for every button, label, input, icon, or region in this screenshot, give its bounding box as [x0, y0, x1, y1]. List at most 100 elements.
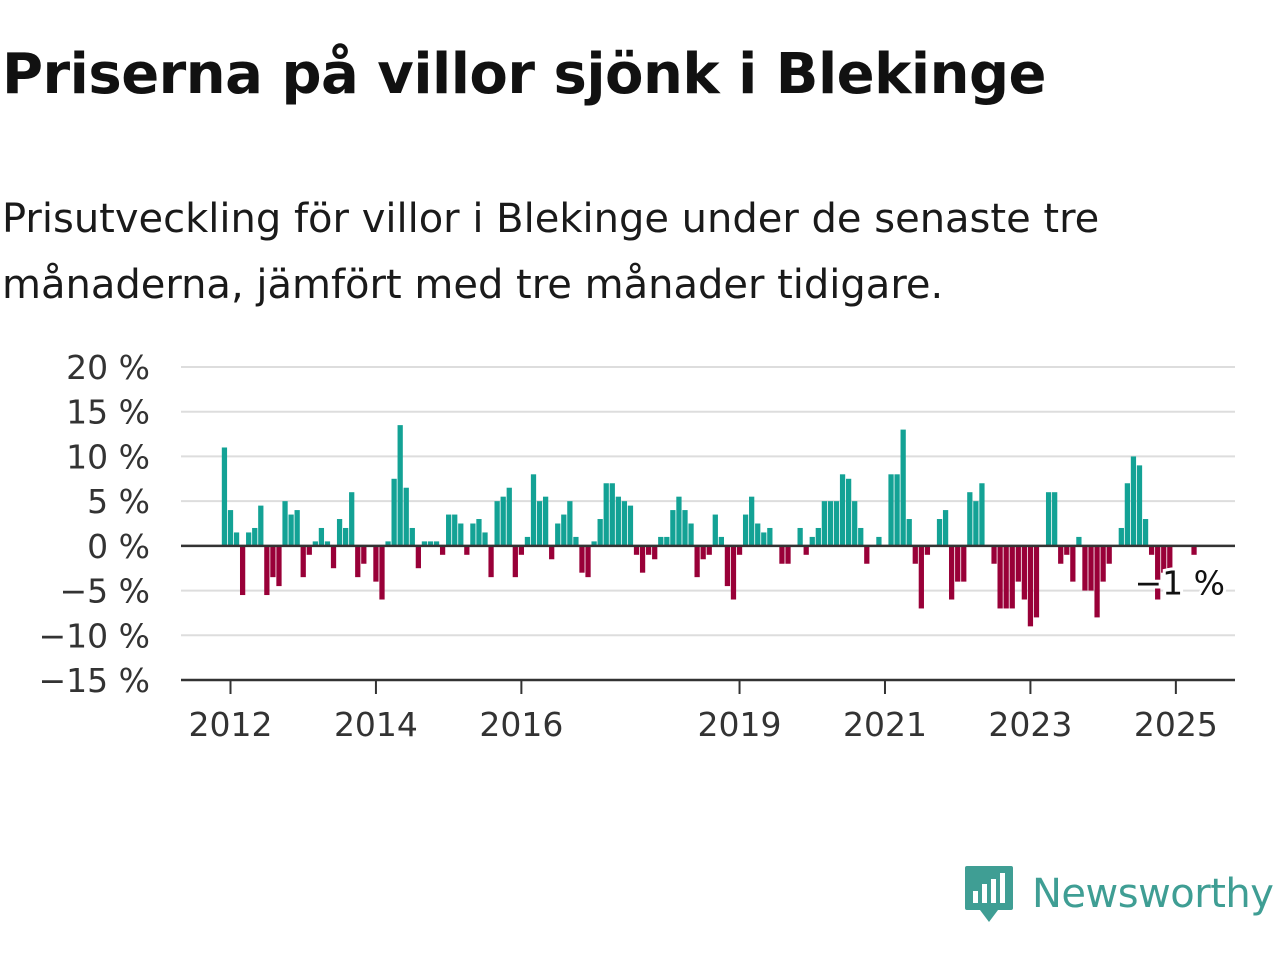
bar: [779, 545, 785, 564]
bar: [1088, 545, 1094, 591]
bar: [821, 501, 828, 546]
bar: [1130, 456, 1137, 546]
bar: [912, 545, 918, 564]
bar: [294, 510, 300, 546]
bar: [1136, 465, 1143, 546]
bar: [1161, 545, 1167, 573]
bar: [1052, 492, 1058, 546]
bar: [839, 474, 846, 546]
bar: [555, 523, 561, 546]
y-tick-label: 15 %: [66, 393, 150, 432]
bar: [797, 527, 803, 546]
bar: [1009, 545, 1015, 609]
bar: [749, 496, 755, 546]
bar: [809, 536, 815, 546]
bar: [567, 501, 573, 546]
bar: [815, 527, 821, 546]
bar: [833, 501, 840, 546]
bar: [343, 527, 349, 546]
y-tick-label: −15 %: [39, 661, 151, 700]
bar: [330, 545, 337, 569]
x-tick-label: 2023: [988, 705, 1072, 744]
chart-title: Priserna på villor sjönk i Blekinge: [2, 42, 1047, 107]
bar: [524, 536, 531, 546]
bar: [997, 545, 1003, 609]
bar: [894, 474, 900, 546]
bar: [482, 532, 488, 546]
bar: [288, 514, 294, 546]
bar: [312, 541, 318, 546]
newsworthy-logo[interactable]: Newsworthy: [964, 862, 1274, 926]
bar: [221, 447, 228, 546]
x-tick-label: 2025: [1134, 705, 1218, 744]
bar: [949, 545, 955, 600]
bar: [464, 545, 470, 555]
bar: [658, 536, 664, 546]
bar: [742, 514, 749, 546]
bar: [1094, 545, 1100, 618]
bar: [518, 545, 525, 555]
bar: [1167, 545, 1173, 569]
bar: [670, 510, 676, 546]
y-axis: 20 % 15 % 10 % 5 % 0 % −5 % −10 % −15 %: [39, 348, 151, 700]
brand-name: Newsworthy: [1032, 871, 1274, 917]
bar: [270, 545, 276, 578]
bar: [761, 532, 767, 546]
bar: [233, 532, 240, 546]
bar: [585, 545, 591, 578]
bar: [967, 492, 973, 546]
bar: [1033, 545, 1040, 618]
bar: [379, 545, 385, 600]
bar: [864, 545, 870, 564]
grid-lines: [181, 366, 1235, 637]
bar: [621, 501, 628, 546]
bar: [1064, 545, 1070, 555]
bar: [530, 474, 537, 546]
x-tick-label: 2012: [189, 705, 273, 744]
bar: [888, 474, 894, 546]
bar: [427, 541, 434, 546]
bar: [318, 527, 325, 546]
bar: [615, 496, 621, 546]
bar: [488, 545, 494, 578]
bar: [979, 483, 985, 546]
bar: [906, 519, 912, 546]
bar: [452, 514, 458, 546]
bar: [700, 545, 706, 560]
bar: [1015, 545, 1021, 582]
bar: [991, 545, 997, 564]
bar: [942, 510, 949, 546]
bar: [373, 545, 379, 582]
bar: [385, 541, 391, 546]
bar: [718, 536, 724, 546]
bar: [336, 519, 343, 546]
bar: [549, 545, 555, 560]
bar: [391, 478, 397, 546]
y-tick-label: 10 %: [66, 437, 150, 476]
end-value-label: −1 %: [1135, 564, 1226, 603]
bar: [603, 483, 609, 546]
bar: [1076, 536, 1082, 546]
x-tick-label: 2019: [698, 705, 782, 744]
bar: [300, 545, 306, 578]
bar: [652, 545, 658, 560]
y-tick-label: 5 %: [87, 482, 150, 521]
x-tick-label: 2021: [843, 705, 927, 744]
bar: [579, 545, 585, 573]
bar: [276, 545, 282, 587]
bar: [264, 545, 270, 596]
bar: [609, 483, 615, 546]
bar: [955, 545, 961, 582]
bar: [500, 496, 506, 546]
chart-subtitle: Prisutveckling för villor i Blekinge und…: [2, 196, 1100, 308]
bar: [646, 545, 652, 555]
bar: [1142, 519, 1149, 546]
bar: [688, 523, 694, 546]
bar: [639, 545, 646, 573]
bar: [433, 541, 440, 546]
y-tick-label: −10 %: [39, 616, 151, 655]
bar: [924, 545, 931, 555]
bar: [403, 487, 409, 546]
y-tick-label: −5 %: [60, 572, 151, 611]
bar: [282, 501, 288, 546]
